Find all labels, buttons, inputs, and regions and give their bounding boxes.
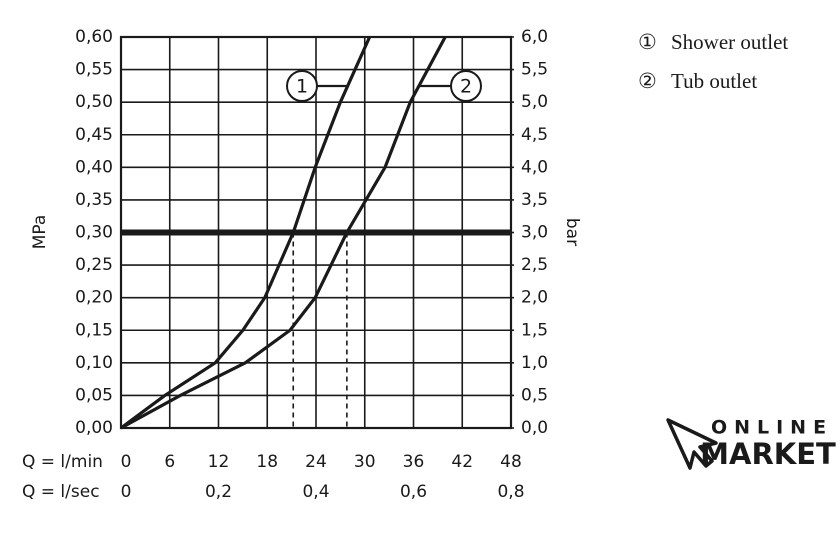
y2-axis-label: bar [562,218,582,246]
x-tick-label: 42 [451,452,473,472]
y2-tick-label: 0,0 [521,418,548,438]
y-tick-label: 0,00 [75,418,113,438]
y2-tick-label: 6,0 [521,27,548,47]
y-tick-label: 0,05 [75,385,113,405]
x2-tick-label: 0,4 [302,482,329,502]
y2-tick-label: 2,0 [521,288,548,308]
y-tick-label: 0,40 [75,157,113,177]
y2-tick-label: 5,0 [521,92,548,112]
x-tick-label: 12 [208,452,230,472]
y-tick-label: 0,20 [75,288,113,308]
annotation-label: 2 [460,76,472,98]
y-tick-label: 0,30 [75,223,113,243]
y2-tick-label: 0,5 [521,385,548,405]
x-tick-label: 36 [403,452,425,472]
x-tick-label: 0 [121,452,132,472]
y-tick-label: 0,55 [75,60,113,80]
legend-label: Tub outlet [671,69,757,93]
x-tick-label: 6 [164,452,175,472]
x2-tick-label: 0,2 [205,482,232,502]
annotation-circle [450,70,482,102]
x-tick-label: 30 [354,452,376,472]
legend-label: Shower outlet [671,30,788,54]
y-tick-label: 0,25 [75,255,113,275]
x-tick-label: 48 [500,452,522,472]
logo-text: ONLINE [711,417,833,439]
y2-tick-label: 4,0 [521,157,548,177]
series-line [120,36,447,430]
legend-symbol: ① [638,30,657,54]
x-tick-label: 18 [256,452,278,472]
legend-symbol: ② [638,69,657,93]
y-tick-label: 0,45 [75,125,113,145]
y-tick-label: 0,50 [75,92,113,112]
y2-tick-label: 1,0 [521,353,548,373]
y2-tick-label: 3,0 [521,223,548,243]
series-line [120,36,372,430]
x-tick-label: 24 [305,452,327,472]
annotation-circle [286,70,318,102]
y-tick-label: 0,35 [75,190,113,210]
y-tick-label: 0,10 [75,353,113,373]
y2-tick-label: 2,5 [521,255,548,275]
y2-tick-label: 4,5 [521,125,548,145]
y2-tick-label: 3,5 [521,190,548,210]
x2-tick-label: 0,8 [497,482,524,502]
logo-text: MARKET [700,437,836,471]
y-tick-label: 0,60 [75,27,113,47]
x2-axis-label: Q = l/sec [22,482,100,502]
logo-icon [666,418,718,470]
y-tick-label: 0,15 [75,320,113,340]
annotation-label: 1 [296,76,308,98]
y2-tick-label: 5,5 [521,60,548,80]
y-axis-label: MPa [30,215,50,250]
x2-tick-label: 0,6 [400,482,427,502]
x2-tick-label: 0 [121,482,132,502]
y2-tick-label: 1,5 [521,320,548,340]
x-axis-label: Q = l/min [22,452,103,472]
logo: ONLINE MARKET [666,417,836,471]
